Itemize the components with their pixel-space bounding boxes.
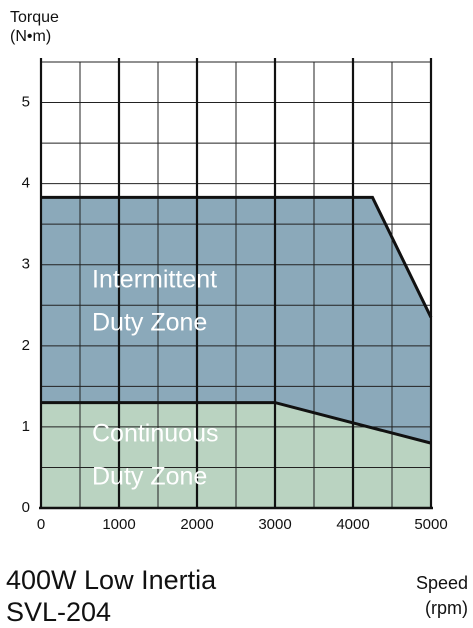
y-tick-label: 4 (22, 175, 30, 192)
y-tick-label: 0 (22, 499, 30, 516)
y-axis-label: (N•m) (10, 28, 51, 45)
x-tick-label: 1000 (102, 516, 135, 533)
y-axis-label: Torque (10, 9, 59, 26)
zone-label: Duty Zone (92, 463, 207, 491)
x-tick-label: 4000 (336, 516, 369, 533)
y-tick-label: 2 (22, 337, 30, 354)
x-tick-label: 5000 (414, 516, 447, 533)
x-tick-label: 3000 (258, 516, 291, 533)
y-tick-label: 5 (22, 94, 30, 111)
x-tick-label: 0 (37, 516, 45, 533)
chart-subtitle: SVL-204 (6, 597, 111, 627)
zone-label: Intermittent (92, 266, 217, 294)
x-axis-label: Speed (416, 573, 468, 593)
zone-boundary (41, 195, 433, 319)
zone-boundary (41, 401, 432, 445)
x-tick-label: 2000 (180, 516, 213, 533)
x-axis-label: (rpm) (425, 598, 468, 618)
y-tick-label: 1 (22, 418, 30, 435)
chart-title: 400W Low Inertia (6, 565, 217, 595)
zone-label: Duty Zone (92, 309, 207, 337)
zone-label: Continuous (92, 420, 218, 448)
y-tick-label: 3 (22, 256, 30, 273)
